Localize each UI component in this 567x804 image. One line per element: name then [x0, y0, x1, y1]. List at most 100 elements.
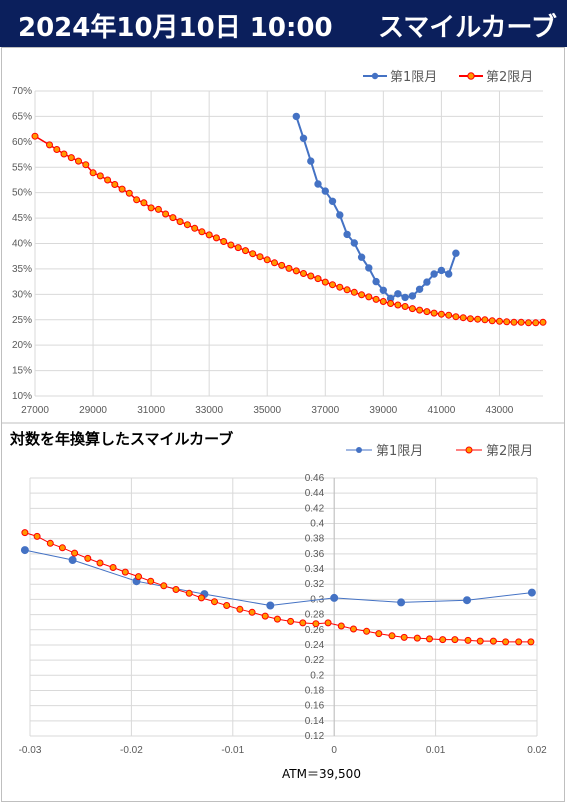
chart2-y-tick-label: 0.2	[310, 670, 324, 681]
chart1-y-tick-label: 15%	[12, 366, 32, 377]
chart1-series2-point	[387, 300, 395, 307]
chart1-x-tick-label: 31000	[137, 405, 165, 416]
chart1-series1-point	[401, 293, 409, 302]
chart2-y-tick-label: 0.18	[305, 685, 325, 696]
chart2-title: 対数を年換算したスマイルカーブ	[9, 430, 233, 448]
chart2-series2-point	[261, 612, 269, 620]
chart1-series2-point	[82, 161, 90, 169]
chart2-legend-marker-1	[356, 447, 362, 453]
chart1-series1-point	[314, 180, 322, 188]
chart1-series2-point	[191, 224, 199, 232]
chart2-series2-point	[197, 594, 205, 602]
header-bar: 2024年10月10日 10:00 スマイルカーブ	[0, 0, 567, 47]
chart1-y-tick-label: 60%	[12, 137, 32, 148]
chart1-series1-point	[445, 270, 453, 278]
chart1-series2-point	[89, 169, 97, 177]
chart2-y-tick-label: 0.46	[305, 473, 325, 484]
chart1-series2-point	[300, 270, 307, 277]
chart1-series2-point	[271, 259, 278, 267]
chart1-series2-point	[140, 199, 148, 207]
chart2-series1-point	[527, 588, 536, 597]
chart1-series2-point	[336, 283, 344, 291]
chart2-series2-point	[476, 637, 484, 645]
chart2-y-tick-label: 0.44	[305, 488, 325, 499]
chart2-series2-point	[451, 636, 459, 644]
chart1-legend-label-2: 第2限月	[486, 70, 533, 85]
chart2-series2-point	[388, 632, 396, 640]
chart2-x-tick-label: 0.02	[527, 745, 547, 756]
chart1-y-tick-label: 35%	[12, 264, 32, 275]
chart2-series1-point	[397, 598, 406, 607]
chart1-series2-point	[321, 278, 329, 286]
chart1-x-tick-label: 27000	[21, 405, 49, 416]
chart1-series2-point	[488, 317, 496, 325]
chart1-series2-point	[539, 318, 547, 326]
chart1-series2-point	[474, 315, 482, 323]
chart1-series2-point	[459, 314, 467, 322]
chart2-x-tick-label: 0.01	[426, 745, 446, 756]
chart2-x-tick-label: -0.01	[221, 745, 244, 756]
chart1-y-tick-label: 50%	[12, 188, 32, 199]
chart1-x-tick-label: 37000	[311, 405, 339, 416]
chart2-y-tick-label: 0.42	[305, 503, 325, 514]
chart2-y-tick-label: 0.34	[305, 564, 325, 575]
header-datetime: 2024年10月10日 10:00	[18, 13, 333, 43]
chart1-series2-point	[118, 185, 126, 193]
chart2-y-tick-label: 0.22	[305, 655, 325, 666]
chart1-series1-point	[336, 211, 344, 219]
chart1-legend-marker-1	[371, 72, 379, 80]
chart1-series2-point	[532, 319, 540, 327]
chart1-series2-point	[416, 306, 424, 314]
chart1-series2-point	[147, 204, 155, 212]
chart2-series2-point	[172, 586, 180, 593]
chart1-series2-point	[452, 313, 460, 321]
chart1-series2-point	[466, 315, 474, 323]
chart2-series2-point	[439, 636, 447, 644]
chart2-series2-point	[299, 619, 307, 627]
chart2-series2-point	[121, 568, 129, 576]
chart1-series2-point	[212, 234, 220, 242]
chart2-series2-point	[502, 638, 510, 646]
chart2-y-tick-label: 0.28	[305, 610, 325, 621]
chart1-series2-point	[481, 316, 489, 324]
chart2-series2-point	[211, 598, 218, 606]
chart1-series1-point	[379, 286, 387, 294]
chart1-series2-point	[256, 253, 264, 261]
chart2-series2-point	[185, 589, 193, 597]
chart2-series1-point	[463, 596, 471, 605]
chart2-series2-point	[400, 633, 408, 641]
chart2-y-tick-label: 0.26	[305, 625, 325, 636]
chart2-series1-point	[20, 546, 29, 555]
chart1-series1-point	[372, 277, 380, 286]
chart1-series2-point	[365, 293, 373, 301]
chart-frame	[1, 47, 565, 802]
chart2-series2-point	[223, 602, 231, 609]
chart1-series2-point	[67, 154, 75, 162]
chart1-series2-point	[372, 295, 380, 303]
chart2-y-tick-label: 0.12	[305, 731, 325, 742]
chart1-series1-point	[394, 290, 402, 298]
chart1-series2-point	[525, 319, 532, 327]
chart2-series2-point	[515, 638, 523, 646]
chart1-series2-point	[510, 318, 518, 326]
chart2-series2-point	[273, 615, 281, 623]
chart1-series1-point	[430, 270, 438, 278]
chart1-series2-point	[496, 317, 503, 325]
chart2-series2-point	[248, 608, 256, 616]
chart1-series2-point	[234, 244, 242, 252]
chart1-series2-point	[307, 272, 315, 280]
header-title: スマイルカーブ	[378, 13, 557, 43]
chart1-x-tick-label: 33000	[195, 405, 223, 416]
chart1-series1-point	[365, 264, 373, 272]
chart1-series2-point	[358, 291, 366, 299]
chart1-series2-point	[96, 172, 104, 180]
chart2-series2-point	[489, 637, 497, 645]
chart1-series2-point	[227, 241, 235, 249]
chart1-series2-point	[205, 231, 213, 239]
chart1-series1-point	[307, 157, 315, 165]
chart1-y-tick-label: 65%	[12, 111, 32, 122]
chart1-series2-point	[31, 132, 39, 140]
chart1-y-tick-label: 25%	[12, 315, 32, 326]
chart2-series2-point	[464, 636, 472, 644]
chart1-series2-point	[104, 176, 112, 184]
